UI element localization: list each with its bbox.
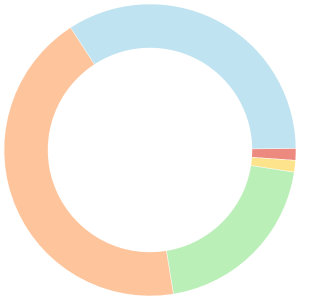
donut-segment	[166, 165, 295, 295]
chart	[3, 3, 297, 297]
page: {"chart_data": {"type": "doughnut", "val…	[3, 3, 297, 297]
donut-segment	[3, 27, 174, 297]
donut-segment	[70, 3, 297, 150]
